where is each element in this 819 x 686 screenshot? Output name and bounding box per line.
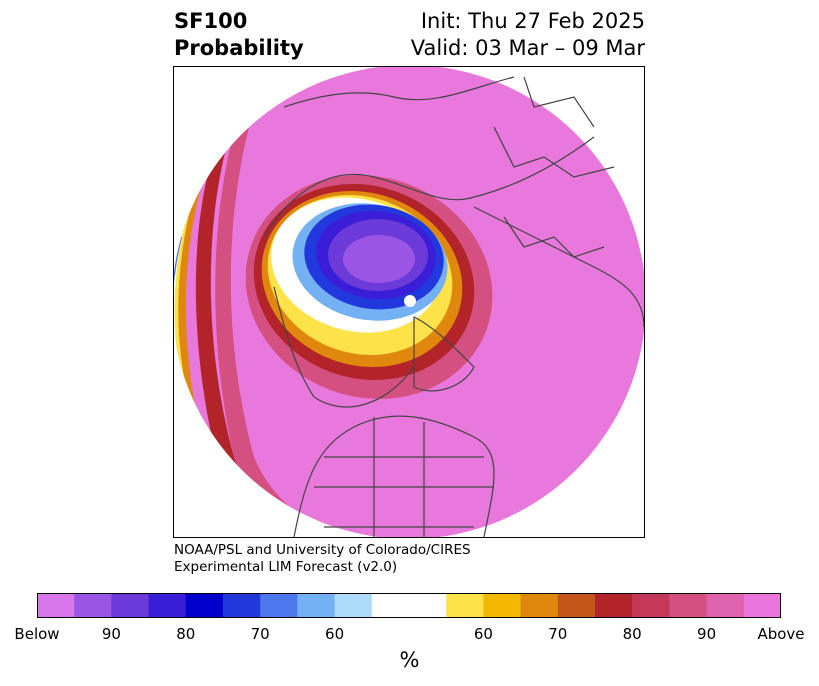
colorbar-tick-label: Above [757,625,805,643]
colorbar-swatch [185,593,224,618]
colorbar-swatch [446,593,484,618]
colorbar-swatch [557,593,596,618]
map-canvas [174,67,644,537]
west-band-red [195,137,294,537]
colorbar-swatch [260,593,298,618]
colorbar-tick-label: Below [14,625,60,643]
colorbar-swatch [669,593,708,618]
polar-map [173,66,645,538]
colorbar-swatch [595,593,633,618]
colorbar-tick-label: 60 [325,625,345,643]
colorbar-tick-label: 90 [101,625,121,643]
colorbar-swatch [37,593,75,618]
valid-range: Valid: 03 Mar – 09 Mar [410,36,645,60]
colorbar-tick-label: 70 [548,625,568,643]
colorbar-ticks: Below 90 80 70 60 60 70 80 90 Above [0,625,819,645]
colorbar-swatch [148,593,187,618]
colorbar-swatch [74,593,112,618]
colorbar-tick-label: 80 [622,625,642,643]
forecast-dates: Init: Thu 27 Feb 2025 Valid: 03 Mar – 09… [411,8,645,62]
title-field: Probability [174,36,304,60]
colorbar-tick-label: 60 [473,625,493,643]
colorbar-swatch [334,593,373,618]
colorbar-swatch [371,593,410,618]
colorbar-swatch [111,593,150,618]
west-band-rose [215,127,309,537]
credit-text: NOAA/PSL and University of Colorado/CIRE… [174,542,471,576]
colorbar-swatch [632,593,670,618]
colorbar-tick-label: 70 [250,625,270,643]
colorbar-swatch [743,593,781,618]
credit-line-1: NOAA/PSL and University of Colorado/CIRE… [174,542,471,558]
init-date: Init: Thu 27 Feb 2025 [420,9,645,33]
colorbar-swatch [297,593,336,618]
credit-line-2: Experimental LIM Forecast (v2.0) [174,559,398,575]
outside-globe [174,67,644,537]
colorbar-swatch [706,593,745,618]
pole-marker [404,295,416,307]
colorbar-swatch [409,593,447,618]
colorbar-swatch [520,593,559,618]
colorbar [37,593,781,618]
colorbar-tick-label: 90 [697,625,717,643]
coastlines [263,76,644,537]
map-title: SF100 Probability [174,8,304,62]
colorbar-swatch [483,593,522,618]
title-variable: SF100 [174,9,248,33]
colorbar-units: % [399,648,420,672]
colorbar-tick-label: 80 [176,625,196,643]
colorbar-border [37,593,781,618]
colorbar-swatch [223,593,261,618]
ring-purple [343,235,415,283]
